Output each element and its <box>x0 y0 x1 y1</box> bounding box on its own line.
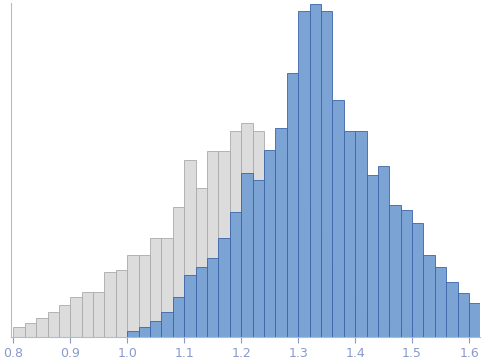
Bar <box>333 100 344 337</box>
Bar <box>253 180 264 337</box>
Bar <box>59 305 70 337</box>
Bar <box>264 150 275 337</box>
Bar <box>105 272 116 337</box>
Bar <box>218 151 230 337</box>
Bar <box>127 331 139 337</box>
Bar <box>389 205 401 337</box>
Bar <box>310 238 321 337</box>
Bar <box>401 334 412 337</box>
Bar <box>469 303 481 337</box>
Bar <box>162 312 173 337</box>
Bar <box>412 223 424 337</box>
Bar <box>25 323 36 337</box>
Bar <box>127 255 139 337</box>
Bar <box>173 207 184 337</box>
Bar <box>93 292 105 337</box>
Bar <box>298 208 310 337</box>
Bar <box>264 156 275 337</box>
Bar <box>82 292 93 337</box>
Bar <box>275 128 287 337</box>
Bar <box>207 258 218 337</box>
Bar <box>196 188 207 337</box>
Bar <box>298 11 310 337</box>
Bar <box>162 238 173 337</box>
Bar <box>287 73 298 337</box>
Bar <box>355 131 366 337</box>
Bar <box>389 331 401 337</box>
Bar <box>366 175 378 337</box>
Bar <box>321 265 333 337</box>
Bar <box>378 167 389 337</box>
Bar <box>116 270 127 337</box>
Bar <box>253 131 264 337</box>
Bar <box>139 327 150 337</box>
Bar <box>150 321 162 337</box>
Bar <box>14 327 25 337</box>
Bar <box>424 255 435 337</box>
Bar <box>184 275 196 337</box>
Bar <box>481 315 484 337</box>
Bar <box>333 284 344 337</box>
Bar <box>344 303 355 337</box>
Bar <box>47 312 59 337</box>
Bar <box>70 297 82 337</box>
Bar <box>287 173 298 337</box>
Bar <box>150 238 162 337</box>
Bar <box>355 315 366 337</box>
Bar <box>366 322 378 337</box>
Bar <box>241 173 253 337</box>
Bar <box>310 4 321 337</box>
Bar <box>378 327 389 337</box>
Bar <box>139 255 150 337</box>
Bar <box>184 160 196 337</box>
Bar <box>218 238 230 337</box>
Bar <box>458 293 469 337</box>
Bar <box>401 210 412 337</box>
Bar <box>446 282 458 337</box>
Bar <box>230 212 241 337</box>
Bar <box>321 11 333 337</box>
Bar <box>207 151 218 337</box>
Bar <box>275 156 287 337</box>
Bar <box>241 123 253 337</box>
Bar <box>230 131 241 337</box>
Bar <box>173 297 184 337</box>
Bar <box>196 267 207 337</box>
Bar <box>435 267 446 337</box>
Bar <box>36 318 47 337</box>
Bar <box>344 131 355 337</box>
